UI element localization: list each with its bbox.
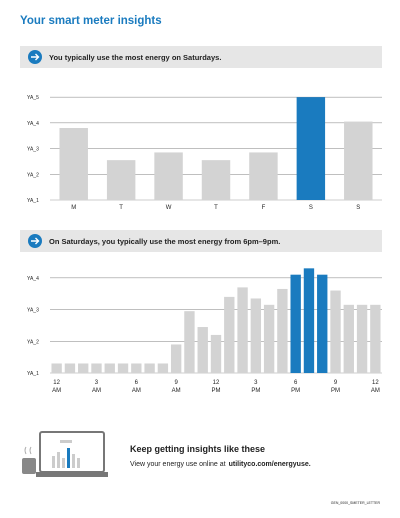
x-tick-label-line: 9 bbox=[174, 380, 178, 386]
bar bbox=[210, 334, 222, 373]
bar bbox=[78, 363, 89, 373]
x-tick-label: 6 AM bbox=[132, 380, 141, 394]
bar bbox=[290, 274, 301, 373]
y-tick-label: YA_2 bbox=[27, 172, 39, 178]
footer-text: View your energy use online at bbox=[130, 461, 226, 468]
x-tick-label: T bbox=[119, 205, 123, 211]
bar bbox=[224, 296, 235, 373]
footer-link[interactable]: utilityco.com/energyuse. bbox=[229, 461, 311, 468]
bar bbox=[59, 128, 88, 200]
bar bbox=[356, 304, 368, 373]
bar bbox=[144, 363, 155, 373]
bar bbox=[170, 344, 182, 373]
x-tick-label-line: 9 bbox=[334, 380, 338, 386]
y-tick-label: YA_5 bbox=[27, 95, 39, 101]
bar bbox=[157, 363, 169, 373]
y-tick-label: YA_2 bbox=[27, 339, 39, 345]
bar bbox=[51, 363, 62, 373]
doc-code: GEN_0000_SMETER_LETTER bbox=[331, 501, 381, 505]
bar bbox=[263, 304, 275, 373]
bar bbox=[106, 160, 136, 200]
x-tick-label: 6 PM bbox=[291, 380, 300, 394]
x-tick-label-line: PM bbox=[212, 388, 221, 394]
arrow bbox=[31, 237, 40, 245]
bar bbox=[117, 363, 129, 373]
x-tick-label-line: AM bbox=[172, 388, 181, 394]
bar bbox=[344, 121, 373, 200]
arrow bbox=[31, 53, 40, 61]
x-tick-label: T bbox=[214, 205, 218, 211]
bar bbox=[277, 288, 288, 373]
x-tick-label-line: PM bbox=[291, 388, 300, 394]
y-tick-label: YA_4 bbox=[27, 276, 39, 282]
x-tick-label-line: AM bbox=[132, 388, 141, 394]
laptop-icon bbox=[22, 431, 108, 477]
y-tick-label: YA_4 bbox=[27, 121, 39, 127]
x-tick-label-line: AM bbox=[92, 388, 101, 394]
x-tick-label: 9 PM bbox=[331, 380, 340, 394]
bar bbox=[197, 327, 208, 373]
bar bbox=[249, 152, 278, 200]
x-tick-label: S bbox=[356, 205, 360, 211]
x-tick-label: 12 AM bbox=[52, 380, 61, 394]
title: Your smart meter insights bbox=[20, 15, 162, 27]
x-tick-label-line: 12 bbox=[372, 380, 379, 386]
bar bbox=[296, 97, 326, 200]
bar bbox=[201, 160, 231, 200]
bar bbox=[154, 152, 183, 200]
x-tick-label: M bbox=[71, 205, 76, 211]
bar bbox=[237, 287, 248, 373]
x-tick-label: 12 PM bbox=[212, 380, 221, 394]
x-tick-label-line: 6 bbox=[294, 380, 298, 386]
x-tick-label: 9 AM bbox=[172, 380, 181, 394]
x-tick-label: 3 AM bbox=[92, 380, 101, 394]
x-tick-label-line: AM bbox=[371, 388, 380, 394]
y-tick-label: YA_3 bbox=[27, 308, 39, 314]
x-tick-label-line: 3 bbox=[254, 380, 258, 386]
x-tick-label: 3 PM bbox=[251, 380, 260, 394]
x-tick-label-line: PM bbox=[331, 388, 340, 394]
bar bbox=[343, 304, 354, 373]
y-tick-label: YA_3 bbox=[27, 147, 39, 153]
banner bbox=[20, 46, 382, 68]
x-tick-label-line: AM bbox=[52, 388, 61, 394]
bar bbox=[64, 363, 76, 373]
bar bbox=[303, 268, 315, 373]
bar bbox=[370, 304, 381, 373]
y-tick-label: YA_1 bbox=[27, 198, 39, 204]
bar bbox=[184, 311, 195, 373]
banner-text: On Saturdays, you typically use the most… bbox=[49, 237, 280, 246]
bar bbox=[131, 363, 142, 373]
banner bbox=[20, 230, 382, 252]
bar bbox=[250, 298, 262, 373]
x-tick-label: W bbox=[166, 205, 172, 211]
y-tick-label: YA_1 bbox=[27, 371, 39, 377]
bar bbox=[104, 363, 115, 373]
x-tick-label-line: 3 bbox=[95, 380, 99, 386]
bar bbox=[317, 274, 328, 373]
x-tick-label-line: 12 bbox=[53, 380, 60, 386]
x-tick-label: 12 AM bbox=[371, 380, 380, 394]
footer-text: View your energy use online at utilityco.… bbox=[130, 461, 311, 468]
x-tick-label: S bbox=[309, 205, 313, 211]
banner-text: You typically use the most energy on Sat… bbox=[49, 53, 221, 62]
x-tick-label-line: PM bbox=[251, 388, 260, 394]
bar bbox=[330, 290, 341, 373]
x-tick-label: F bbox=[262, 205, 266, 211]
x-tick-label-line: 12 bbox=[213, 380, 220, 386]
bar bbox=[91, 363, 102, 373]
x-tick-label-line: 6 bbox=[135, 380, 139, 386]
footer-heading: Keep getting insights like these bbox=[130, 444, 265, 454]
